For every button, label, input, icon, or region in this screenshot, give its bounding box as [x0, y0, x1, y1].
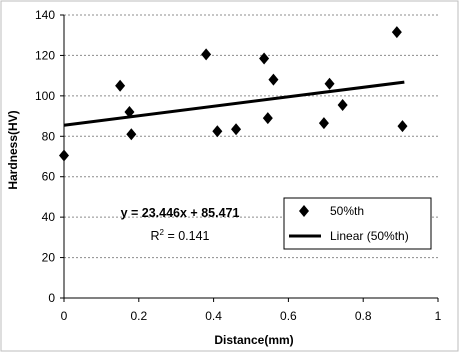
data-point: [324, 77, 335, 90]
x-tick-label: 0.4: [205, 309, 222, 323]
data-point: [337, 98, 348, 111]
y-axis-title: Hardness(HV): [6, 110, 20, 189]
r-squared-prefix: R: [150, 229, 159, 243]
r-squared-superscript: 2: [160, 228, 165, 237]
data-point: [124, 106, 135, 119]
legend-series-label: 50%th: [330, 204, 364, 218]
y-tick-label: 140: [35, 8, 55, 22]
data-point: [115, 79, 126, 92]
x-tick-label: 0.6: [280, 309, 297, 323]
data-point: [126, 128, 137, 141]
legend-trendline-label: Linear (50%th): [330, 229, 409, 243]
trendline-equation: y = 23.446x + 85.471: [121, 206, 240, 220]
legend: 50%th Linear (50%th): [283, 197, 432, 250]
data-point: [397, 120, 408, 133]
data-points: [59, 26, 408, 162]
data-point: [59, 149, 69, 162]
x-axis-title: Distance(mm): [214, 333, 293, 347]
data-point: [201, 48, 212, 61]
y-axis-ticks: 0 20 40 60 80 100 120 140: [35, 8, 64, 305]
y-tick-label: 120: [35, 48, 55, 62]
data-point: [268, 73, 279, 86]
y-tick-label: 60: [42, 170, 56, 184]
data-point: [391, 26, 402, 39]
data-point: [318, 117, 329, 130]
legend-box: [283, 197, 432, 250]
x-tick-label: 1: [435, 309, 442, 323]
data-point: [212, 125, 223, 138]
data-point: [231, 123, 242, 136]
r-squared-value: = 0.141: [164, 229, 210, 243]
y-tick-label: 0: [48, 291, 55, 305]
data-point: [259, 52, 270, 65]
y-tick-label: 80: [42, 129, 56, 143]
trendline: [63, 80, 405, 127]
y-tick-label: 100: [35, 89, 55, 103]
y-tick-label: 20: [42, 251, 56, 265]
x-tick-label: 0.2: [130, 309, 147, 323]
data-point: [262, 112, 273, 125]
y-tick-label: 40: [42, 210, 56, 224]
legend-diamond-marker: [299, 205, 309, 217]
x-tick-label: 0: [61, 309, 68, 323]
x-axis-ticks: 0 0.2 0.4 0.6 0.8 1: [61, 298, 442, 323]
r-squared-label: R2 = 0.141: [150, 228, 209, 243]
x-tick-label: 0.8: [355, 309, 372, 323]
